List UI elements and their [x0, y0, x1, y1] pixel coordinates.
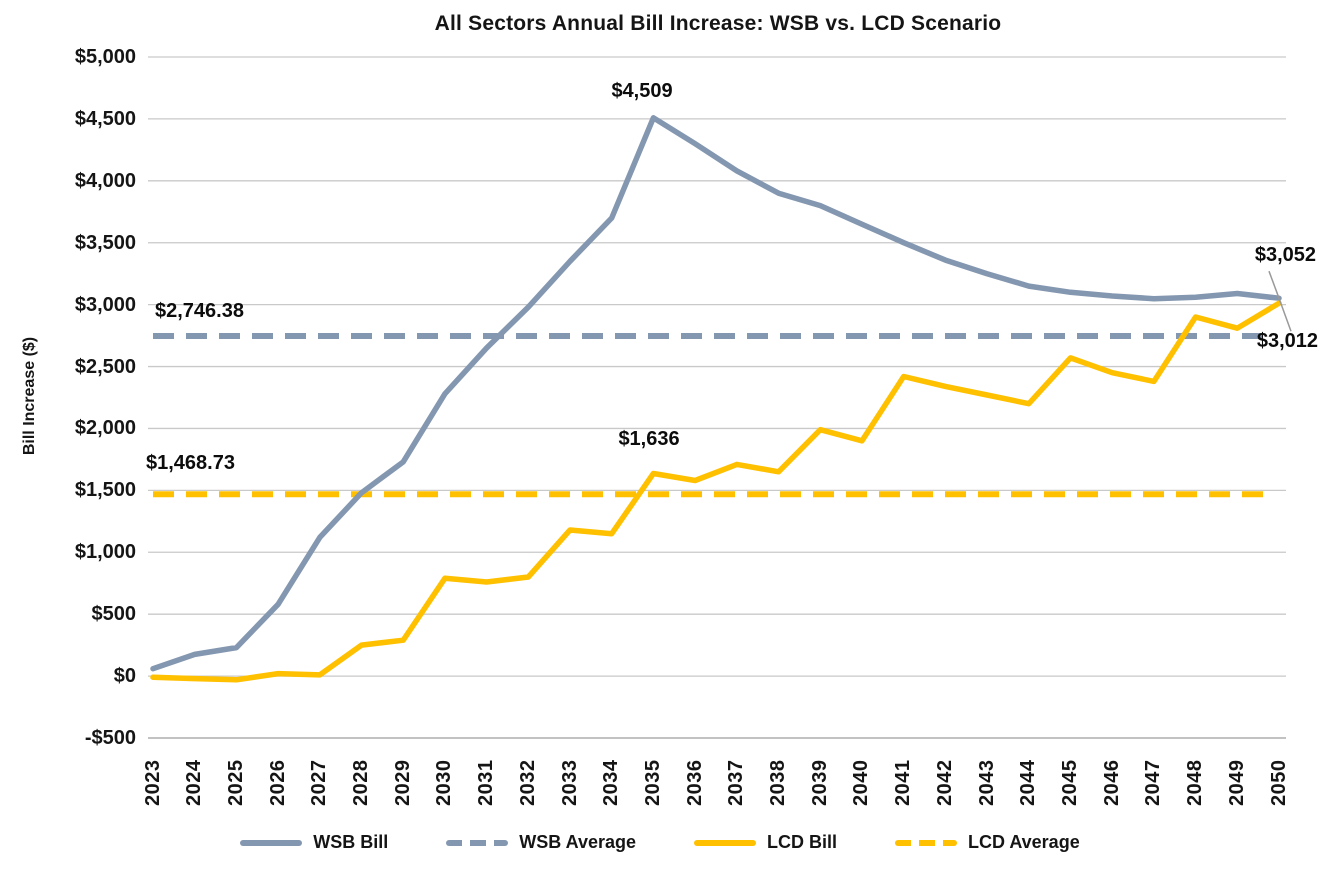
x-tick-label: 2041: [892, 759, 915, 807]
y-tick-label: $1,000: [74, 541, 136, 564]
y-tick-label: $5,000: [74, 46, 136, 68]
annotation-lcd-end: $3,012: [1256, 330, 1318, 353]
leader-line-wsb-end: [1268, 270, 1280, 299]
x-tick-label: 2033: [558, 759, 581, 807]
x-tick-label: 2023: [141, 759, 164, 807]
x-tick-label: 2030: [433, 759, 456, 807]
x-tick-label: 2026: [266, 759, 289, 807]
solid-line-swatch-icon: [694, 839, 756, 846]
x-tick-label: 2048: [1184, 759, 1207, 807]
x-tick-label: 2040: [850, 759, 873, 807]
legend-item-lcd-bill: LCD Bill: [694, 832, 837, 853]
annotation-lcd-2035: $1,636: [618, 427, 680, 450]
legend-item-lcd-average: LCD Average: [895, 832, 1080, 853]
x-tick-label: 2029: [391, 759, 414, 807]
x-tick-label: 2039: [808, 759, 831, 807]
chart-title: All Sectors Annual Bill Increase: WSB vs…: [434, 12, 1002, 35]
y-tick-label: $0: [113, 665, 136, 688]
legend-item-wsb-bill: WSB Bill: [240, 832, 388, 853]
x-tick-label: 2027: [308, 759, 331, 807]
y-tick-label: $4,500: [74, 107, 136, 130]
y-tick-label: $3,000: [74, 293, 136, 316]
x-tick-label: 2034: [600, 759, 623, 807]
x-tick-label: 2045: [1058, 759, 1081, 807]
x-tick-label: 2043: [975, 759, 998, 807]
y-tick-label: -$500: [84, 727, 136, 749]
y-tick-label: $3,500: [74, 231, 136, 254]
x-tick-label: 2047: [1142, 759, 1165, 807]
leader-line-lcd-end: [1278, 297, 1292, 332]
x-tick-label: 2028: [350, 759, 373, 807]
y-tick-label: $2,000: [74, 417, 136, 440]
y-tick-label: $1,500: [74, 479, 136, 502]
dashed-line-swatch-icon: [895, 839, 957, 846]
dashed-line-swatch-icon: [446, 839, 509, 846]
x-tick-label: 2046: [1100, 759, 1123, 807]
y-tick-label: $2,500: [74, 355, 136, 378]
lcd-bill-line: [150, 300, 1282, 683]
x-tick-label: 2036: [683, 759, 706, 807]
y-tick-label: $500: [91, 603, 137, 626]
x-tick-label: 2044: [1017, 759, 1040, 807]
annotation-lcd-avg: $1,468.73: [146, 452, 235, 475]
legend-item-wsb-average: WSB Average: [446, 832, 636, 853]
legend: WSB Bill WSB Average LCD Bill LCD Average: [0, 832, 1320, 853]
x-tick-label: 2025: [224, 759, 247, 807]
legend-label: WSB Average: [519, 832, 636, 852]
legend-label: LCD Bill: [767, 832, 837, 852]
y-tick-label: $4,000: [74, 169, 136, 192]
x-tick-label: 2037: [725, 759, 748, 807]
annotation-wsb-avg: $2,746.38: [155, 300, 244, 323]
x-tick-label: 2032: [516, 759, 539, 807]
x-tick-label: 2038: [767, 759, 790, 807]
x-tick-label: 2031: [475, 759, 498, 807]
annotation-wsb-end: $3,052: [1254, 244, 1316, 267]
solid-line-swatch-icon: [240, 839, 303, 846]
legend-label: WSB Bill: [313, 832, 389, 852]
x-tick-label: 2049: [1225, 759, 1248, 807]
x-tick-label: 2050: [1267, 759, 1290, 807]
legend-label: LCD Average: [968, 832, 1080, 852]
annotation-wsb-peak: $4,509: [611, 79, 673, 102]
x-tick-label: 2035: [641, 759, 664, 807]
x-tick-label: 2042: [933, 759, 956, 807]
x-tick-label: 2024: [183, 759, 206, 807]
wsb-bill-line: [150, 115, 1282, 672]
